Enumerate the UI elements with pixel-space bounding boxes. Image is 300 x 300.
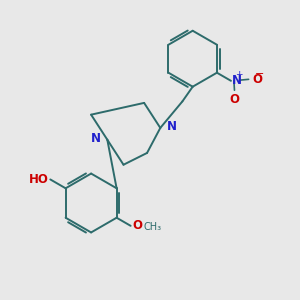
Text: +: + bbox=[236, 70, 243, 80]
Text: N: N bbox=[167, 120, 177, 133]
Text: O: O bbox=[132, 219, 142, 232]
Text: −: − bbox=[254, 69, 264, 79]
Text: O: O bbox=[252, 73, 262, 86]
Text: N: N bbox=[91, 132, 101, 145]
Text: CH₃: CH₃ bbox=[144, 222, 162, 232]
Text: N: N bbox=[232, 74, 242, 87]
Text: O: O bbox=[230, 93, 239, 106]
Text: HO: HO bbox=[29, 173, 49, 186]
